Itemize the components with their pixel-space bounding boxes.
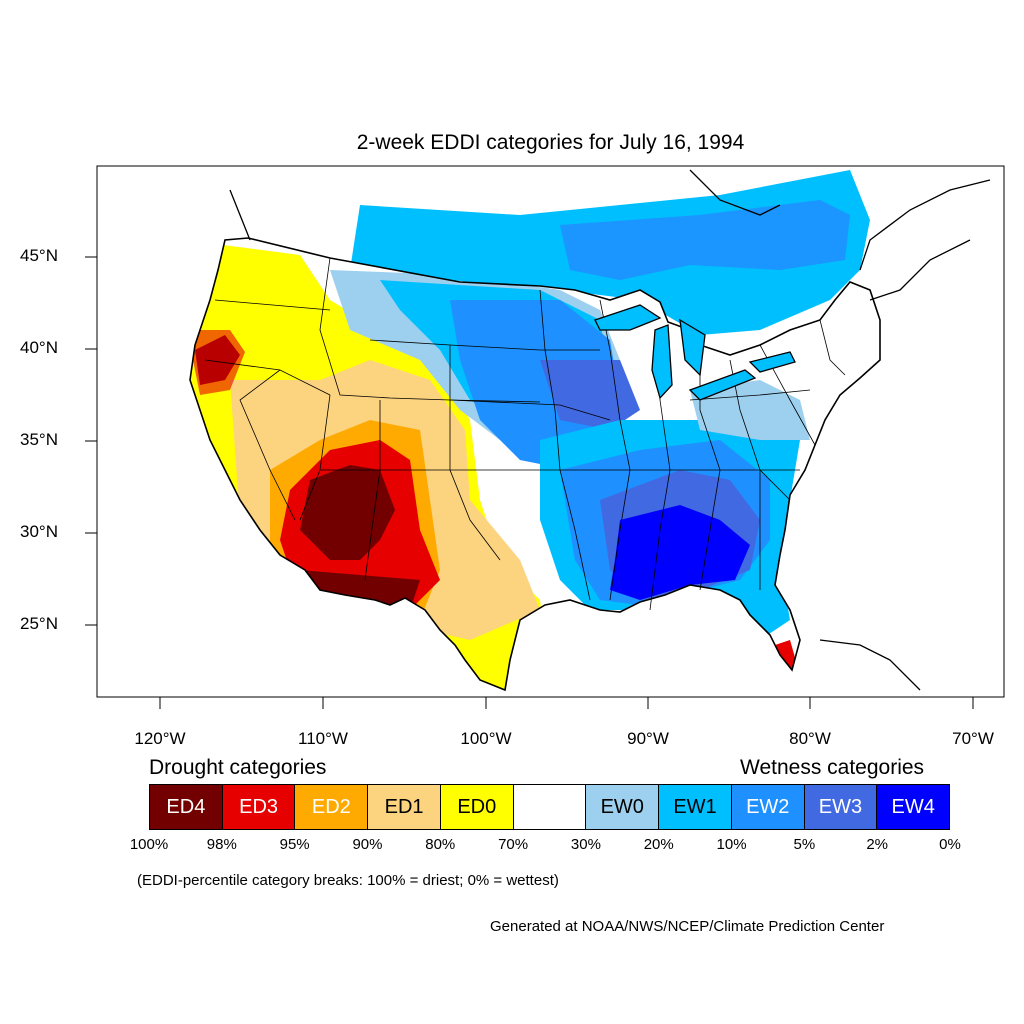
lon-label-80: 80°W — [789, 729, 831, 748]
lat-label-45: 45°N — [20, 246, 58, 265]
lat-label-30: 30°N — [20, 522, 58, 541]
legend-swatch-ed1: ED1 — [368, 785, 441, 829]
credit-line: Generated at NOAA/NWS/NCEP/Climate Predi… — [490, 918, 885, 935]
percentile-break-label: 5% — [793, 836, 816, 853]
lat-label-35: 35°N — [20, 430, 58, 449]
southeast-ew4 — [610, 505, 750, 600]
drought-heading: Drought categories — [149, 756, 327, 779]
legend-swatch-ew0: EW0 — [586, 785, 660, 829]
percentile-break-label: 98% — [206, 836, 237, 853]
lon-label-110: 110°W — [298, 729, 348, 748]
lon-label-90: 90°W — [627, 729, 669, 748]
state-boundaries — [204, 257, 846, 611]
lon-label-70: 70°W — [952, 729, 994, 748]
northeast-ew0 — [690, 380, 810, 440]
map-title: 2-week EDDI categories for July 16, 1994 — [356, 131, 745, 154]
canada-coastline — [229, 169, 991, 691]
category-note: (EDDI-percentile category breaks: 100% =… — [137, 872, 559, 889]
axis-ticks — [85, 256, 974, 709]
percentile-break-label: 100% — [129, 836, 169, 853]
percentile-break-label: 0% — [939, 836, 961, 853]
percentile-break-label: 70% — [498, 836, 529, 853]
percentile-break-label: 20% — [643, 836, 674, 853]
great-lakes — [594, 304, 796, 401]
percentile-break-label: 95% — [279, 836, 310, 853]
legend-swatch-ed4: ED4 — [150, 785, 223, 829]
percentile-break-label: 10% — [716, 836, 747, 853]
legend-swatch-ew4: EW4 — [877, 785, 950, 829]
lon-label-100: 100°W — [460, 729, 512, 748]
lat-label-40: 40°N — [20, 338, 58, 357]
florida-drought — [775, 640, 798, 672]
lon-label-120: 120°W — [134, 729, 186, 748]
wetness-heading: Wetness categories — [740, 756, 925, 779]
nw-california-ed3 — [190, 330, 245, 395]
us-coastline — [189, 237, 881, 692]
percentile-break-label: 2% — [866, 836, 889, 853]
legend-swatch-ed3: ED3 — [222, 785, 296, 829]
midwest-ew3 — [540, 360, 640, 430]
category-legend: ED4 ED3 ED2 ED1 ED0 EW0 EW1 EW2 EW3 EW4 — [149, 784, 950, 830]
canada-wet-ew2 — [560, 200, 850, 280]
legend-swatch-ew3: EW3 — [804, 785, 878, 829]
percentile-break-label: 90% — [352, 836, 383, 853]
legend-swatch-ew2: EW2 — [731, 785, 805, 829]
percentile-break-label: 80% — [425, 836, 456, 853]
legend-swatch-neutral — [513, 785, 587, 829]
lat-label-25: 25°N — [20, 614, 58, 633]
legend-swatch-ew1: EW1 — [659, 785, 732, 829]
percentile-break-label: 30% — [570, 836, 601, 853]
legend-swatch-ed0: ED0 — [440, 785, 514, 829]
legend-swatch-ed2: ED2 — [295, 785, 369, 829]
central-ew2 — [450, 300, 620, 470]
